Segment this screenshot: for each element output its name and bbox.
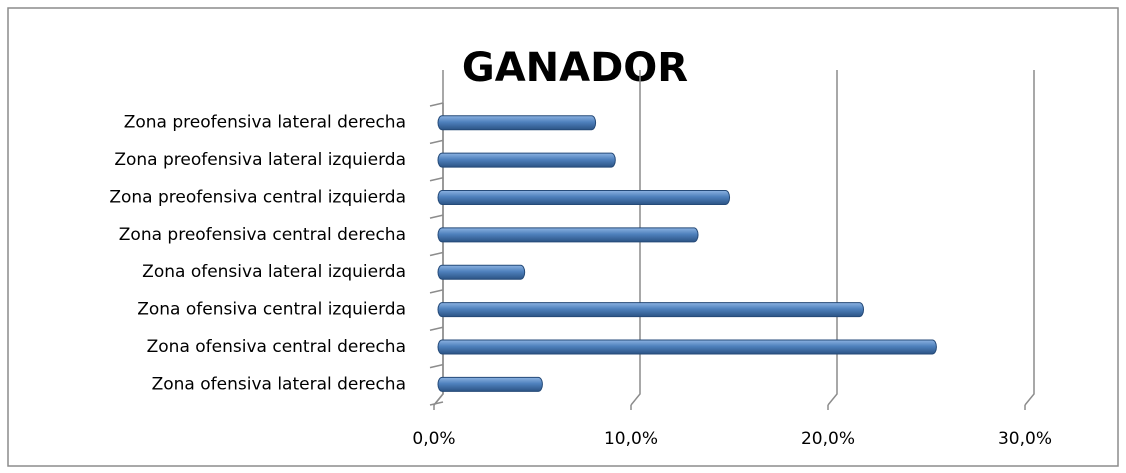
x-tick-label: 0,0% [412, 429, 455, 449]
y-tick-label: Zona ofensiva central izquierda [137, 300, 406, 320]
bar [437, 152, 616, 168]
y-tick-label: Zona ofensiva lateral izquierda [142, 262, 406, 282]
y-tick [429, 139, 444, 145]
y-tick [429, 289, 444, 294]
y-tick [429, 214, 444, 219]
grid-line [433, 70, 444, 406]
y-tick [429, 102, 444, 107]
y-tick-label: Zona preofensiva lateral izquierda [114, 150, 406, 170]
bar [437, 227, 699, 243]
y-tick [429, 177, 444, 182]
y-tick [429, 326, 444, 331]
bar [437, 339, 937, 355]
x-tick-label: 20,0% [801, 429, 855, 449]
y-tick-label: Zona preofensiva central izquierda [109, 187, 406, 207]
grid-line [1024, 70, 1035, 406]
y-tick-label: Zona preofensiva central derecha [119, 225, 406, 245]
y-tick [429, 401, 444, 406]
bar [437, 264, 526, 280]
grid-line [630, 70, 641, 406]
bar [437, 115, 597, 131]
grid-line [827, 70, 838, 406]
x-tick-label: 10,0% [604, 429, 658, 449]
y-tick-label: Zona ofensiva central derecha [147, 337, 406, 357]
y-tick [429, 363, 444, 369]
chart-title: GANADOR [462, 45, 688, 91]
x-tick-label: 30,0% [998, 429, 1052, 449]
y-tick [429, 251, 444, 257]
bar [437, 189, 731, 205]
bar [437, 302, 865, 318]
bar [437, 376, 543, 392]
y-tick-label: Zona preofensiva lateral derecha [124, 113, 406, 133]
y-tick-label: Zona ofensiva lateral derecha [152, 374, 406, 394]
